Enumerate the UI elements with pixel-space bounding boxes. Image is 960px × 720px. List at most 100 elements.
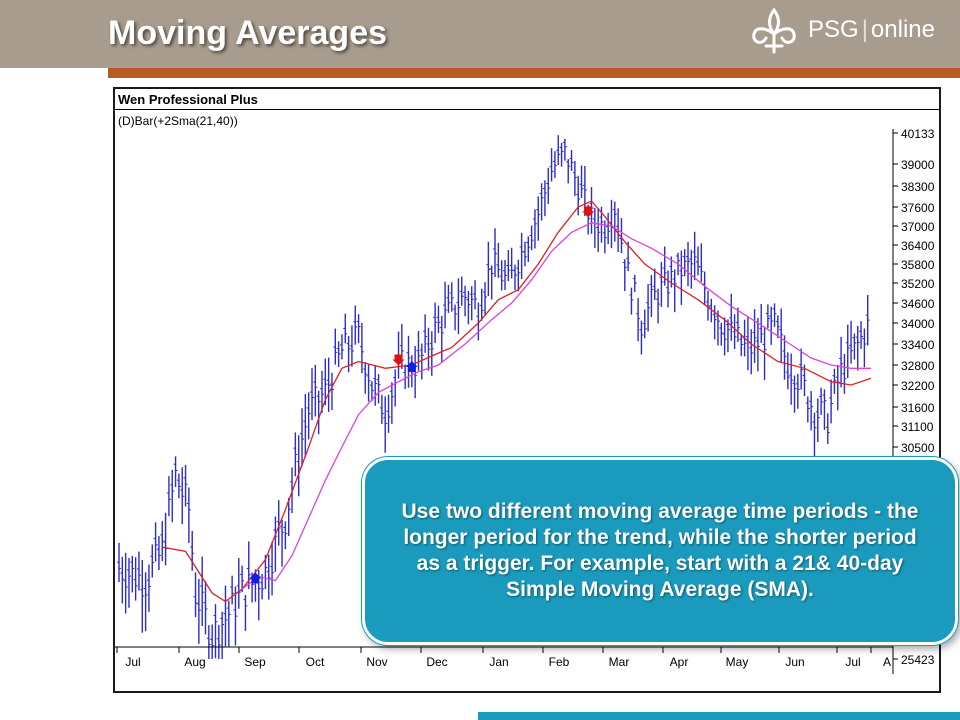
price-bar: [612, 201, 617, 242]
price-bar: [489, 265, 494, 300]
price-bar: [632, 274, 637, 292]
price-bar: [436, 305, 441, 334]
price-bar: [819, 387, 824, 415]
price-bar: [852, 333, 857, 360]
price-bar: [666, 270, 671, 308]
y-tick-label: 35800: [901, 258, 935, 272]
psg-online-logo: PSG | online: [744, 4, 944, 60]
sell-signal-arrow: [392, 354, 405, 366]
sma-line-long: [241, 222, 871, 590]
price-bar: [226, 600, 231, 647]
price-bar: [140, 560, 145, 633]
price-bar: [722, 317, 727, 356]
price-bar: [512, 264, 517, 291]
price-bar: [699, 243, 704, 282]
price-bar: [406, 335, 411, 388]
y-tick-label: 33400: [901, 338, 935, 352]
callout-box: Use two different moving average time pe…: [362, 457, 958, 645]
x-tick-label: Jul: [845, 655, 860, 669]
price-bar: [735, 307, 740, 342]
price-bar: [692, 231, 697, 281]
price-bar: [862, 328, 867, 368]
y-tick-label: 34600: [901, 297, 935, 311]
price-bar: [196, 578, 201, 644]
price-bar: [349, 325, 354, 367]
price-bars: [117, 135, 870, 659]
price-bar: [656, 288, 661, 324]
price-bar: [799, 348, 804, 390]
price-bar: [339, 334, 344, 360]
price-bar: [812, 412, 817, 460]
price-bar: [459, 276, 464, 306]
price-bar: [213, 604, 218, 659]
price-bar: [835, 364, 840, 411]
buy-signal-arrow: [249, 572, 262, 584]
price-bar: [383, 396, 388, 453]
price-bar: [280, 519, 285, 567]
price-bar: [329, 372, 334, 410]
y-tick-label: 25423: [901, 653, 935, 667]
price-bar: [166, 476, 171, 517]
price-bar: [509, 247, 514, 279]
price-bar: [236, 558, 241, 609]
x-tick-label: Jun: [785, 655, 804, 669]
logo-wordmark: PSG | online: [808, 16, 935, 44]
price-bar: [343, 313, 348, 344]
x-tick-label: Mar: [609, 655, 630, 669]
price-bar: [855, 325, 860, 371]
price-bar: [602, 220, 607, 254]
price-bar: [789, 353, 794, 405]
price-bar: [629, 287, 634, 315]
price-bar: [839, 336, 844, 388]
price-bar: [785, 352, 790, 390]
study-label: (D)Bar(+2Sma(21,40)): [118, 114, 238, 128]
price-bar: [319, 370, 324, 413]
price-bar: [223, 585, 228, 647]
y-tick-label: 34000: [901, 317, 935, 331]
price-bar: [496, 242, 501, 278]
y-tick-label: 31600: [901, 401, 935, 415]
x-tick-label: May: [726, 655, 749, 669]
price-bar: [483, 282, 488, 315]
price-bar: [117, 542, 121, 583]
price-bar: [606, 212, 611, 245]
price-bar: [283, 521, 288, 550]
price-bar: [506, 250, 511, 282]
accent-bar: [108, 68, 960, 78]
price-bar: [306, 392, 311, 440]
y-tick-label: 32200: [901, 379, 935, 393]
price-bar: [273, 516, 278, 572]
price-bar: [369, 381, 374, 402]
price-bar: [313, 364, 318, 417]
price-bar: [739, 334, 744, 357]
price-bar: [576, 175, 581, 216]
price-bar: [456, 278, 461, 335]
x-tick-label: Jul: [125, 655, 140, 669]
price-bar: [636, 298, 641, 342]
price-bar: [749, 329, 754, 375]
price-bar: [529, 225, 534, 251]
price-bar: [310, 368, 314, 421]
price-bar: [479, 288, 484, 321]
price-bar: [426, 327, 431, 371]
price-bar: [849, 320, 854, 364]
price-bar: [725, 319, 730, 353]
price-bar: [769, 306, 774, 345]
price-bar: [712, 305, 717, 340]
price-bar: [133, 557, 138, 601]
price-bar: [702, 271, 707, 306]
price-bar: [203, 581, 208, 635]
price-bar: [379, 394, 384, 424]
x-tick-label: A: [883, 655, 891, 669]
price-bar: [549, 148, 554, 182]
x-tick-label: Oct: [306, 655, 325, 669]
price-bar: [126, 557, 131, 608]
price-bar: [715, 310, 720, 346]
price-bar: [433, 302, 438, 344]
price-bar: [266, 554, 271, 600]
price-bar: [120, 556, 125, 604]
price-bar: [662, 246, 667, 286]
price-bar: [682, 249, 687, 277]
price-bar: [792, 375, 797, 413]
price-bar: [136, 551, 141, 591]
